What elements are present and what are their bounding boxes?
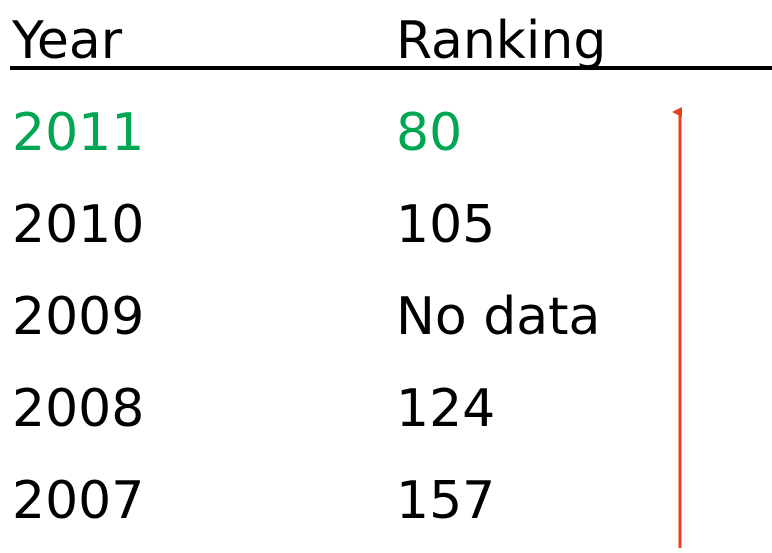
table-row: 2010 105 xyxy=(12,195,495,255)
table-cell: 2009 xyxy=(12,287,144,347)
table-cell: 80 xyxy=(396,103,462,163)
table-cell: 2008 xyxy=(12,379,144,439)
table-cell: No data xyxy=(396,287,600,347)
table-cell: 2007 xyxy=(12,471,144,531)
table-row: 2009 No data xyxy=(12,287,600,347)
header-rule xyxy=(10,66,772,70)
table-row: 2008 124 xyxy=(12,379,495,439)
table-cell: 157 xyxy=(396,471,495,531)
table-row: 2007 157 xyxy=(12,471,495,531)
table-body: 2011 80 2010 105 2009 No data 2008 124 2007 157 xyxy=(12,103,600,531)
table-cell: 105 xyxy=(396,195,495,255)
header-cell: Ranking xyxy=(396,11,606,71)
table-cell: 2010 xyxy=(12,195,144,255)
table-cell: 2011 xyxy=(12,103,144,163)
header-row: Year Ranking xyxy=(11,11,606,71)
table-cell: 124 xyxy=(396,379,495,439)
table-row: 2011 80 xyxy=(12,103,462,163)
header-cell: Year xyxy=(11,11,123,71)
